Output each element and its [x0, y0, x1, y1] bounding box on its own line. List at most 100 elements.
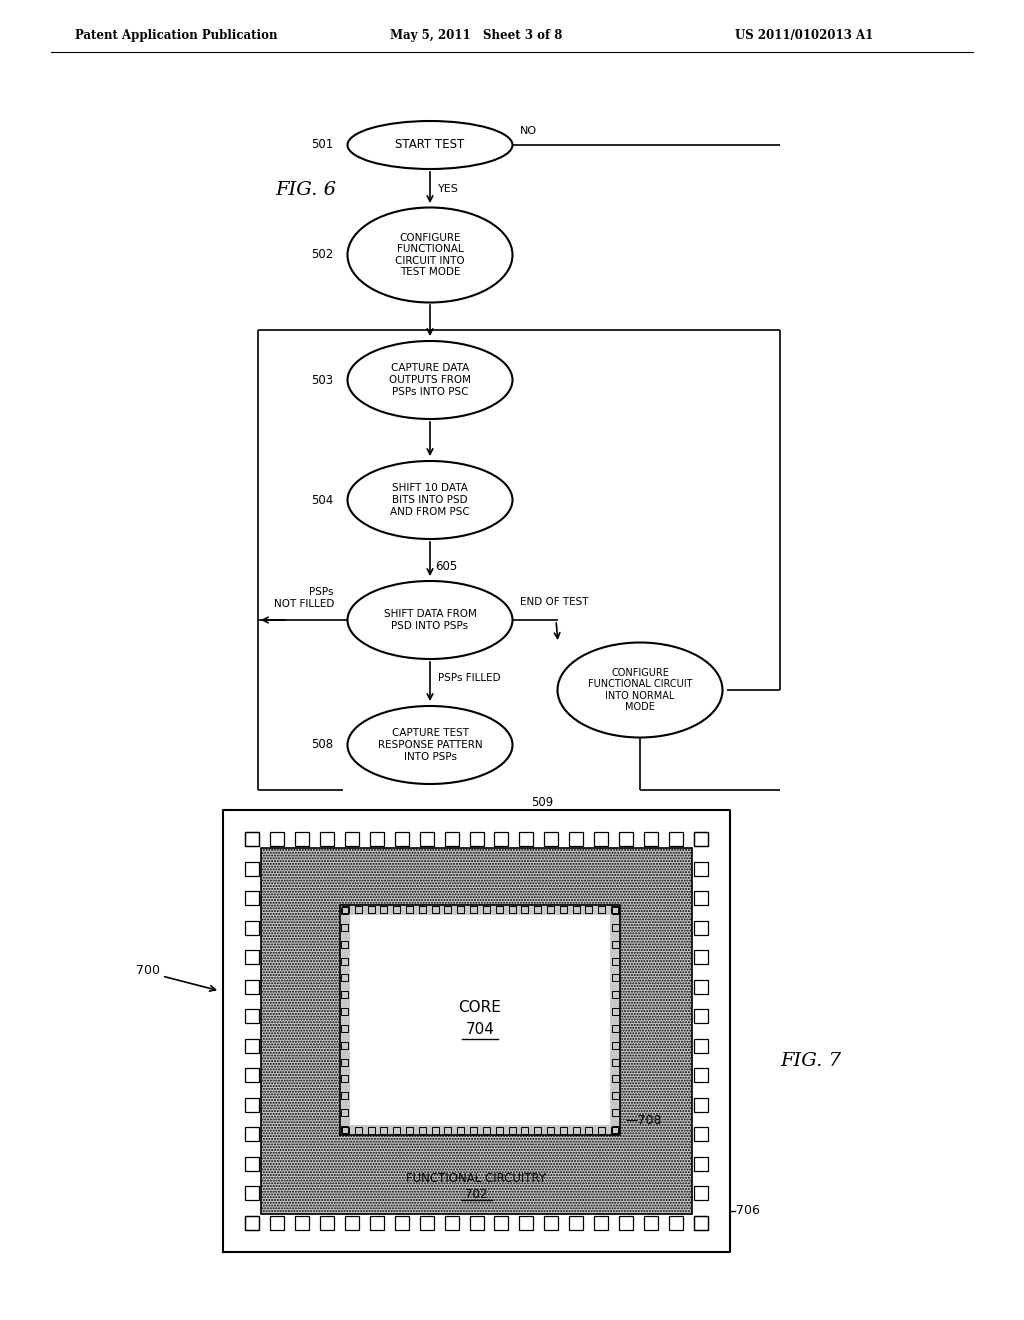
Text: 605: 605: [435, 561, 458, 573]
Bar: [245, 1010, 259, 1023]
Bar: [245, 832, 259, 846]
Bar: [341, 1008, 348, 1015]
Text: CORE: CORE: [459, 1001, 502, 1015]
Text: 508: 508: [311, 738, 333, 751]
Bar: [521, 906, 528, 913]
Text: 501: 501: [310, 139, 333, 152]
Bar: [370, 832, 384, 846]
Text: 706: 706: [736, 1204, 760, 1217]
Bar: [694, 1127, 708, 1142]
Bar: [407, 1127, 413, 1134]
Bar: [586, 906, 592, 913]
Text: Patent Application Publication: Patent Application Publication: [75, 29, 278, 42]
Bar: [694, 1098, 708, 1111]
Text: CAPTURE TEST
RESPONSE PATTERN
INTO PSPs: CAPTURE TEST RESPONSE PATTERN INTO PSPs: [378, 729, 482, 762]
Text: NO: NO: [520, 125, 538, 136]
Bar: [612, 1093, 618, 1100]
Bar: [694, 950, 708, 964]
Text: 704: 704: [466, 1023, 495, 1038]
Bar: [519, 832, 534, 846]
Bar: [694, 1187, 708, 1200]
Text: YES: YES: [438, 183, 459, 194]
Bar: [611, 906, 618, 913]
Text: FUNCTIONAL CIRCUITRY: FUNCTIONAL CIRCUITRY: [407, 1172, 547, 1184]
Bar: [341, 957, 348, 965]
Bar: [368, 906, 375, 913]
Bar: [620, 1216, 633, 1230]
Bar: [420, 1216, 433, 1230]
Bar: [245, 891, 259, 906]
Ellipse shape: [347, 581, 512, 659]
Bar: [598, 1127, 605, 1134]
Bar: [612, 991, 618, 998]
Bar: [545, 832, 558, 846]
Bar: [620, 832, 633, 846]
Bar: [341, 907, 348, 913]
Bar: [496, 1127, 503, 1134]
Bar: [569, 1216, 584, 1230]
Bar: [694, 1039, 708, 1053]
Bar: [458, 1127, 464, 1134]
Bar: [470, 1127, 477, 1134]
Ellipse shape: [557, 643, 723, 738]
Bar: [612, 1059, 618, 1065]
Bar: [694, 1156, 708, 1171]
Text: PSPs FILLED: PSPs FILLED: [438, 673, 501, 682]
Bar: [345, 832, 358, 846]
Bar: [496, 906, 503, 913]
Bar: [612, 974, 618, 981]
Bar: [245, 1127, 259, 1142]
Bar: [342, 1127, 349, 1134]
Bar: [370, 1216, 384, 1230]
Bar: [354, 906, 361, 913]
Bar: [295, 832, 309, 846]
Bar: [245, 1216, 259, 1230]
Bar: [598, 906, 605, 913]
Text: FIG. 6: FIG. 6: [275, 181, 336, 199]
Bar: [569, 832, 584, 846]
Ellipse shape: [347, 121, 512, 169]
Bar: [521, 1127, 528, 1134]
Bar: [612, 957, 618, 965]
Bar: [560, 1127, 566, 1134]
Bar: [669, 832, 683, 846]
Text: 509: 509: [530, 796, 553, 808]
Bar: [694, 891, 708, 906]
Bar: [381, 906, 387, 913]
Bar: [509, 1127, 515, 1134]
Bar: [419, 906, 426, 913]
Bar: [694, 1216, 708, 1230]
Bar: [469, 1216, 483, 1230]
Text: CONFIGURE
FUNCTIONAL CIRCUIT
INTO NORMAL
MODE: CONFIGURE FUNCTIONAL CIRCUIT INTO NORMAL…: [588, 668, 692, 713]
Text: FIG. 7: FIG. 7: [780, 1052, 841, 1071]
Text: START TEST: START TEST: [395, 139, 465, 152]
Bar: [444, 832, 459, 846]
Bar: [245, 1098, 259, 1111]
Bar: [393, 906, 400, 913]
Bar: [444, 906, 452, 913]
Bar: [368, 1127, 375, 1134]
Bar: [547, 906, 554, 913]
Bar: [341, 1059, 348, 1065]
Text: SHIFT DATA FROM
PSD INTO PSPs: SHIFT DATA FROM PSD INTO PSPs: [384, 610, 476, 631]
Bar: [694, 1010, 708, 1023]
Bar: [469, 832, 483, 846]
Bar: [341, 1093, 348, 1100]
Bar: [341, 1126, 348, 1133]
Bar: [341, 941, 348, 948]
Bar: [245, 1068, 259, 1082]
Bar: [245, 950, 259, 964]
Text: 504: 504: [310, 494, 333, 507]
Bar: [245, 979, 259, 994]
Bar: [612, 1076, 618, 1082]
Bar: [694, 832, 708, 846]
Bar: [261, 847, 692, 1214]
Text: May 5, 2011   Sheet 3 of 8: May 5, 2011 Sheet 3 of 8: [390, 29, 562, 42]
Text: CAPTURE DATA
OUTPUTS FROM
PSPs INTO PSC: CAPTURE DATA OUTPUTS FROM PSPs INTO PSC: [389, 363, 471, 396]
Text: US 2011/0102013 A1: US 2011/0102013 A1: [735, 29, 873, 42]
Text: SHIFT 10 DATA
BITS INTO PSD
AND FROM PSC: SHIFT 10 DATA BITS INTO PSD AND FROM PSC: [390, 483, 470, 516]
Bar: [612, 1024, 618, 1032]
Bar: [444, 1127, 452, 1134]
Bar: [381, 1127, 387, 1134]
Bar: [694, 979, 708, 994]
